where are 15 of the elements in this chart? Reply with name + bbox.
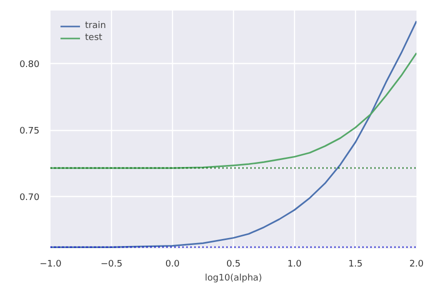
line-series (50, 52, 416, 169)
y-tick-label: 0.75 (19, 126, 40, 137)
x-tick-label: −0.5 (100, 260, 122, 270)
x-tick-label: 1.0 (287, 260, 302, 270)
y-tick-label: 0.80 (19, 60, 40, 70)
x-tick-label: 0.0 (165, 260, 180, 270)
x-tick-label: 0.5 (226, 260, 241, 270)
x-tick-label: 2.0 (409, 260, 424, 270)
line-series (50, 20, 416, 248)
y-tick-label: 0.70 (19, 193, 40, 204)
x-axis-title: log10(alpha) (204, 274, 262, 284)
x-tick-label: 1.5 (348, 260, 363, 270)
legend-label: test (85, 32, 104, 44)
x-tick-label: −1.0 (40, 260, 62, 270)
legend-label: train (85, 20, 106, 32)
